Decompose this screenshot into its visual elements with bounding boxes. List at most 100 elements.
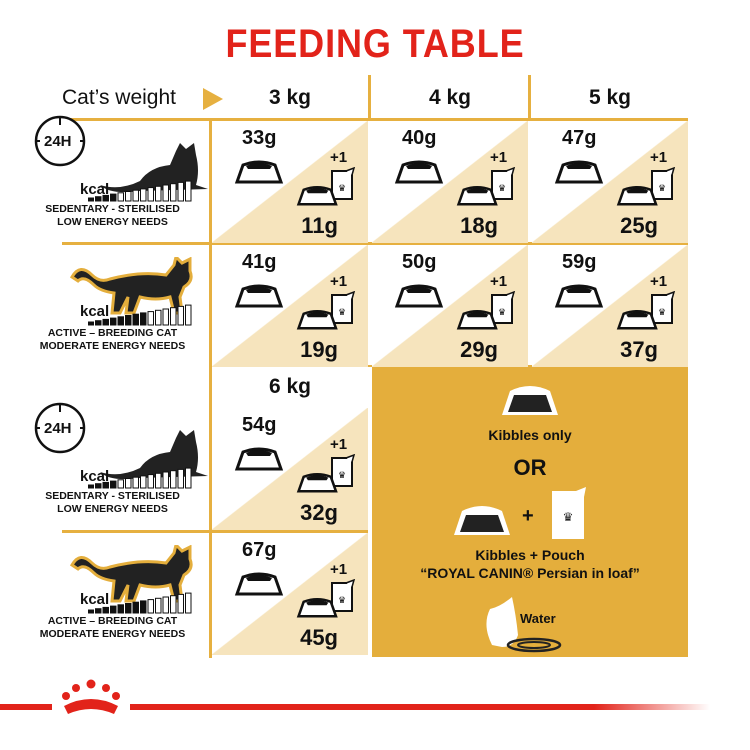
energy-level-gauge [88,592,192,614]
energy-bar [177,305,184,326]
plus-label: + [522,505,534,527]
profile-line2: MODERATE ENERGY NEEDS [39,628,186,640]
legend-panel: Kibbles only OR + ♛ Kibbles + Pouch “ROY… [372,367,688,657]
walking-cat-icon [70,257,193,315]
energy-bar [140,312,147,326]
feeding-cell: 40g +1 ♛ 18g [372,121,528,243]
kibbles-with-pouch-amount: 11g [301,213,338,238]
kibble-bowl-icon [296,309,338,330]
kibble-bowl-icon [554,284,604,308]
kibble-bowl-icon [296,597,338,618]
energy-bar [132,313,139,326]
energy-bar [170,183,177,202]
kibbles-only-amount: 40g [402,127,437,149]
kibble-bowl-icon [502,386,558,415]
kibbles-with-pouch-amount: 19g [300,337,338,362]
energy-bar [117,192,124,202]
energy-bar [102,606,109,614]
energy-bar [185,304,192,326]
energy-bar [95,608,102,614]
plus-one-pouch-label: +1 [330,149,348,166]
energy-bar [155,597,162,614]
energy-bar [125,315,132,326]
pouch-icon: ♛ [651,167,676,200]
divider [62,242,688,245]
weight-6kg: 6 kg [268,375,312,398]
kibbles-pouch-label: Kibbles + Pouch [475,547,585,563]
kibbles-with-pouch-amount: 32g [300,500,338,525]
energy-bar [110,605,117,614]
energy-bar [102,318,109,326]
kibble-bowl-icon [234,447,284,471]
svg-text:♛: ♛ [563,510,574,524]
energy-bar [170,595,177,614]
kibble-bowl-icon [234,572,284,596]
kibble-bowl-icon [616,185,658,206]
feeding-cell: 41g +1 ♛ 19g [212,245,368,367]
active-profile: kcal ACTIVE – BREEDING CAT MODERATE ENER… [30,533,210,655]
energy-bar [162,596,169,614]
kibbles-only-amount: 41g [242,251,277,273]
weight-5kg: 5 kg [588,86,632,109]
energy-bar [155,472,162,489]
kibble-bowl-icon [456,309,498,330]
divider [62,530,368,533]
kibble-bowl-icon [456,185,498,206]
energy-bar [147,599,154,614]
energy-bar [155,185,162,202]
royal-canin-crown-logo [62,679,120,714]
weight-4kg: 4 kg [428,86,472,109]
kibbles-only-amount: 33g [242,127,277,149]
divider [62,118,688,121]
sedentary-profile: 24H kcal SEDENTARY - STERILISED LOW ENER… [30,115,210,243]
energy-bar [95,320,102,326]
kibble-bowl-icon [296,472,338,493]
profile-line1: ACTIVE – BREEDING CAT [47,327,178,339]
energy-bar [110,193,117,202]
energy-bar [170,470,177,489]
energy-bar [125,603,132,614]
kibble-bowl-icon [394,160,444,184]
energy-bar [147,187,154,202]
energy-bar [110,317,117,326]
kibble-bowl-icon [554,160,604,184]
brand-line [130,704,710,710]
energy-bar [88,197,94,202]
energy-bar [95,196,102,202]
svg-text:♛: ♛ [338,307,346,317]
energy-bar [162,184,169,202]
page-title: FEEDING TABLE [225,22,525,66]
plus-one-pouch-label: +1 [330,436,348,453]
feeding-cell: 33g +1 ♛ 11g [212,121,368,243]
svg-text:♛: ♛ [338,470,346,480]
feeding-cell: 59g +1 ♛ 37g [532,245,688,367]
plus-one-pouch-label: +1 [330,561,348,578]
energy-bar [185,467,192,489]
kibbles-with-pouch-amount: 25g [620,213,658,238]
energy-bar [125,478,132,489]
svg-text:♛: ♛ [338,595,346,605]
kibble-bowl-icon [394,284,444,308]
energy-bar [88,321,94,326]
svg-text:♛: ♛ [498,307,506,317]
energy-bar [88,484,94,489]
energy-bar [140,188,147,202]
kibbles-only-amount: 67g [242,539,277,561]
kcal-label: kcal [80,303,110,320]
energy-bar [177,181,184,202]
divider [528,75,531,120]
energy-bar [162,471,169,489]
energy-bar [110,480,117,489]
divider [209,118,212,658]
plus-one-pouch-label: +1 [650,273,668,290]
profile-line1: SEDENTARY - STERILISED [45,203,180,215]
energy-bar [117,604,124,614]
sedentary-profile: 24H kcal SEDENTARY - STERILISED LOW ENER… [30,402,210,530]
pouch-icon: ♛ [331,167,356,200]
profile-line1: ACTIVE – BREEDING CAT [47,615,178,627]
energy-bar [185,592,192,614]
energy-bar [155,309,162,326]
profile-line2: LOW ENERGY NEEDS [57,503,168,515]
plus-one-pouch-label: +1 [330,273,348,290]
profile-line2: MODERATE ENERGY NEEDS [39,340,186,352]
